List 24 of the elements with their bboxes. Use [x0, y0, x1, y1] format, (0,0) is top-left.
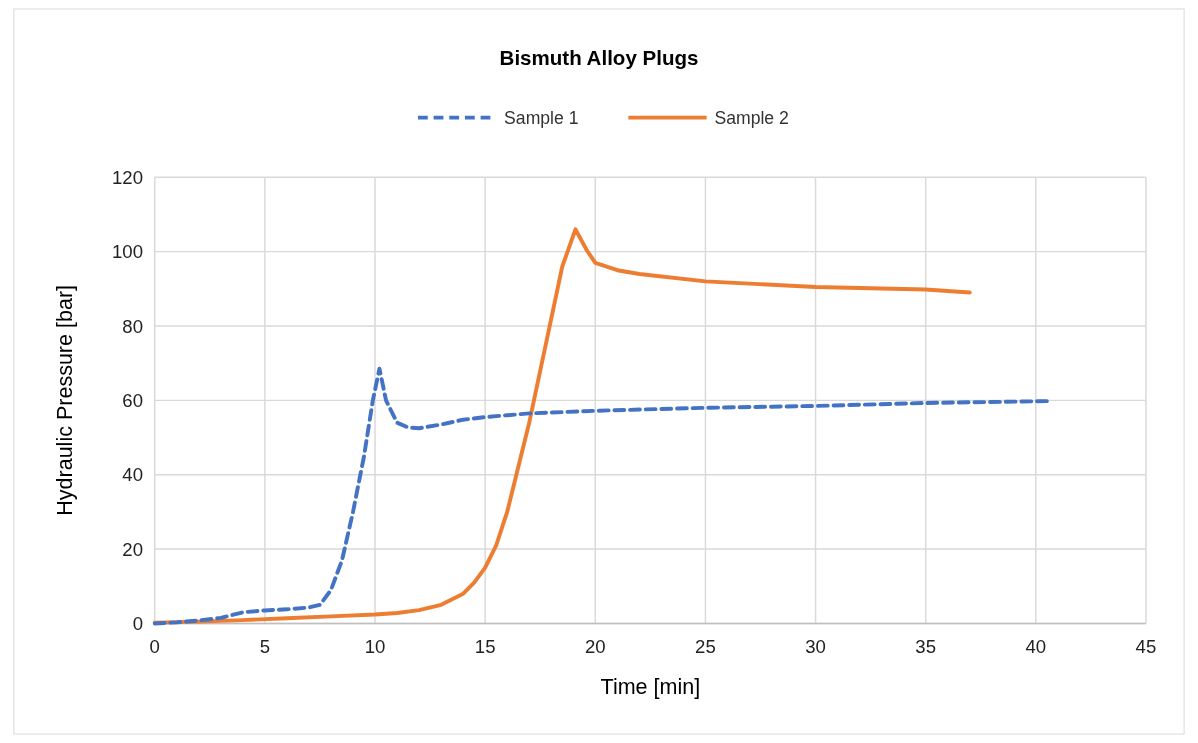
- legend-label: Sample 2: [714, 107, 789, 128]
- line-series: [152, 227, 972, 625]
- line-series: [152, 366, 1052, 626]
- x-tick-label: 35: [915, 635, 937, 657]
- y-tick-label: 100: [112, 241, 144, 263]
- x-axis-title: Time [min]: [600, 674, 701, 699]
- y-tick-label: 0: [132, 612, 144, 634]
- x-tick-label: 0: [149, 635, 160, 657]
- x-tick-label: 15: [474, 635, 496, 657]
- y-tick-label: 80: [122, 315, 144, 337]
- x-tick-label: 25: [695, 635, 716, 657]
- x-tick-label: 5: [259, 635, 271, 657]
- x-tick-label: 20: [584, 635, 606, 657]
- x-tick-label: 40: [1025, 635, 1047, 657]
- chart-title: Bismuth Alloy Plugs: [499, 45, 699, 69]
- y-tick-label: 40: [122, 464, 144, 486]
- x-tick-label: 30: [805, 635, 826, 657]
- legend-label: Sample 1: [504, 107, 579, 128]
- x-tick-label: 45: [1135, 635, 1157, 657]
- y-tick-label: 20: [122, 538, 144, 560]
- y-tick-label: 120: [112, 166, 144, 188]
- y-tick-label: 60: [122, 389, 144, 411]
- y-axis-title: Hydraulic Pressure [bar]: [52, 284, 77, 516]
- x-tick-label: 10: [364, 635, 386, 657]
